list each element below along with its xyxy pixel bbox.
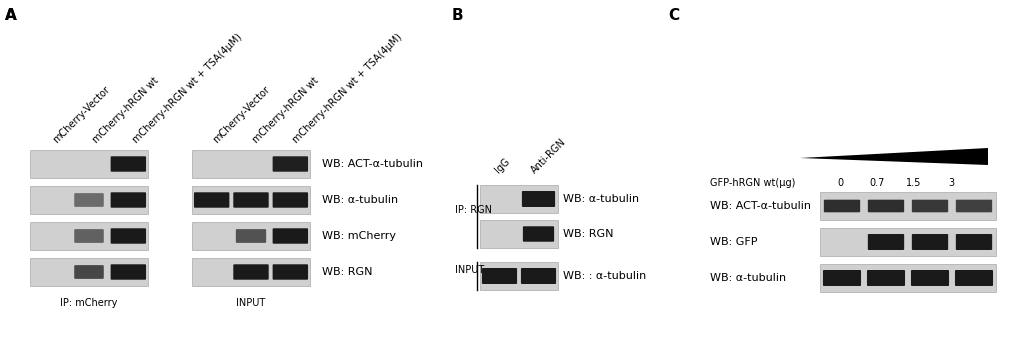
FancyBboxPatch shape: [912, 200, 948, 212]
FancyBboxPatch shape: [30, 258, 148, 286]
Text: 1.5: 1.5: [906, 178, 921, 188]
FancyBboxPatch shape: [273, 228, 308, 244]
Text: WB: α-tubulin: WB: α-tubulin: [322, 195, 398, 205]
FancyBboxPatch shape: [192, 186, 310, 214]
FancyBboxPatch shape: [521, 268, 556, 284]
Text: C: C: [668, 8, 679, 23]
FancyBboxPatch shape: [74, 193, 104, 207]
FancyBboxPatch shape: [194, 192, 230, 208]
FancyBboxPatch shape: [273, 156, 308, 172]
FancyBboxPatch shape: [30, 150, 148, 178]
FancyBboxPatch shape: [74, 265, 104, 279]
Text: 3: 3: [948, 178, 954, 188]
Text: A: A: [5, 8, 16, 23]
Text: IP: mCherry: IP: mCherry: [61, 298, 118, 308]
Text: IgG: IgG: [492, 156, 512, 175]
FancyBboxPatch shape: [522, 191, 555, 207]
FancyBboxPatch shape: [192, 258, 310, 286]
FancyBboxPatch shape: [273, 192, 308, 208]
Text: IP: RGN: IP: RGN: [455, 205, 492, 215]
Text: WB: RGN: WB: RGN: [563, 229, 614, 239]
FancyBboxPatch shape: [480, 220, 558, 248]
FancyBboxPatch shape: [111, 192, 146, 208]
Text: mCherry-Vector: mCherry-Vector: [51, 84, 112, 145]
FancyBboxPatch shape: [523, 226, 554, 242]
Text: WB: ACT-α-tubulin: WB: ACT-α-tubulin: [322, 159, 423, 169]
FancyBboxPatch shape: [820, 264, 996, 292]
FancyBboxPatch shape: [30, 222, 148, 250]
Text: mCherry-hRGN wt: mCherry-hRGN wt: [251, 75, 320, 145]
Text: GFP-hRGN wt(μg): GFP-hRGN wt(μg): [710, 178, 795, 188]
Text: Anti-RGN: Anti-RGN: [529, 136, 567, 175]
FancyBboxPatch shape: [911, 270, 949, 286]
Text: WB: α-tubulin: WB: α-tubulin: [563, 194, 639, 204]
Text: mCherry-Vector: mCherry-Vector: [211, 84, 272, 145]
Text: WB: ACT-α-tubulin: WB: ACT-α-tubulin: [710, 201, 811, 211]
Text: WB: RGN: WB: RGN: [322, 267, 372, 277]
Text: A: A: [5, 8, 16, 23]
FancyBboxPatch shape: [273, 264, 308, 280]
FancyBboxPatch shape: [236, 229, 266, 243]
FancyBboxPatch shape: [867, 270, 905, 286]
FancyBboxPatch shape: [233, 192, 269, 208]
Text: 0.7: 0.7: [869, 178, 884, 188]
Text: WB: mCherry: WB: mCherry: [322, 231, 396, 241]
FancyBboxPatch shape: [482, 268, 517, 284]
Polygon shape: [800, 148, 988, 165]
FancyBboxPatch shape: [912, 234, 948, 250]
Text: mCherry-hRGN wt + TSA(4μM): mCherry-hRGN wt + TSA(4μM): [291, 32, 404, 145]
FancyBboxPatch shape: [820, 192, 996, 220]
FancyBboxPatch shape: [956, 234, 992, 250]
FancyBboxPatch shape: [74, 229, 104, 243]
FancyBboxPatch shape: [233, 264, 269, 280]
FancyBboxPatch shape: [30, 186, 148, 214]
Text: INPUT: INPUT: [236, 298, 266, 308]
Text: 0: 0: [837, 178, 843, 188]
FancyBboxPatch shape: [111, 156, 146, 172]
FancyBboxPatch shape: [868, 200, 904, 212]
FancyBboxPatch shape: [480, 262, 558, 290]
FancyBboxPatch shape: [824, 200, 860, 212]
FancyBboxPatch shape: [820, 228, 996, 256]
FancyBboxPatch shape: [192, 222, 310, 250]
Text: INPUT: INPUT: [455, 265, 484, 275]
FancyBboxPatch shape: [111, 264, 146, 280]
FancyBboxPatch shape: [823, 270, 861, 286]
Text: mCherry-hRGN wt + TSA(4μM): mCherry-hRGN wt + TSA(4μM): [131, 32, 244, 145]
FancyBboxPatch shape: [868, 234, 904, 250]
FancyBboxPatch shape: [956, 200, 992, 212]
FancyBboxPatch shape: [192, 150, 310, 178]
FancyBboxPatch shape: [955, 270, 993, 286]
Text: WB: GFP: WB: GFP: [710, 237, 757, 247]
Text: WB: α-tubulin: WB: α-tubulin: [710, 273, 786, 283]
Text: B: B: [452, 8, 464, 23]
FancyBboxPatch shape: [480, 185, 558, 213]
Text: mCherry-hRGN wt: mCherry-hRGN wt: [91, 75, 161, 145]
Text: WB: : α-tubulin: WB: : α-tubulin: [563, 271, 646, 281]
FancyBboxPatch shape: [111, 228, 146, 244]
